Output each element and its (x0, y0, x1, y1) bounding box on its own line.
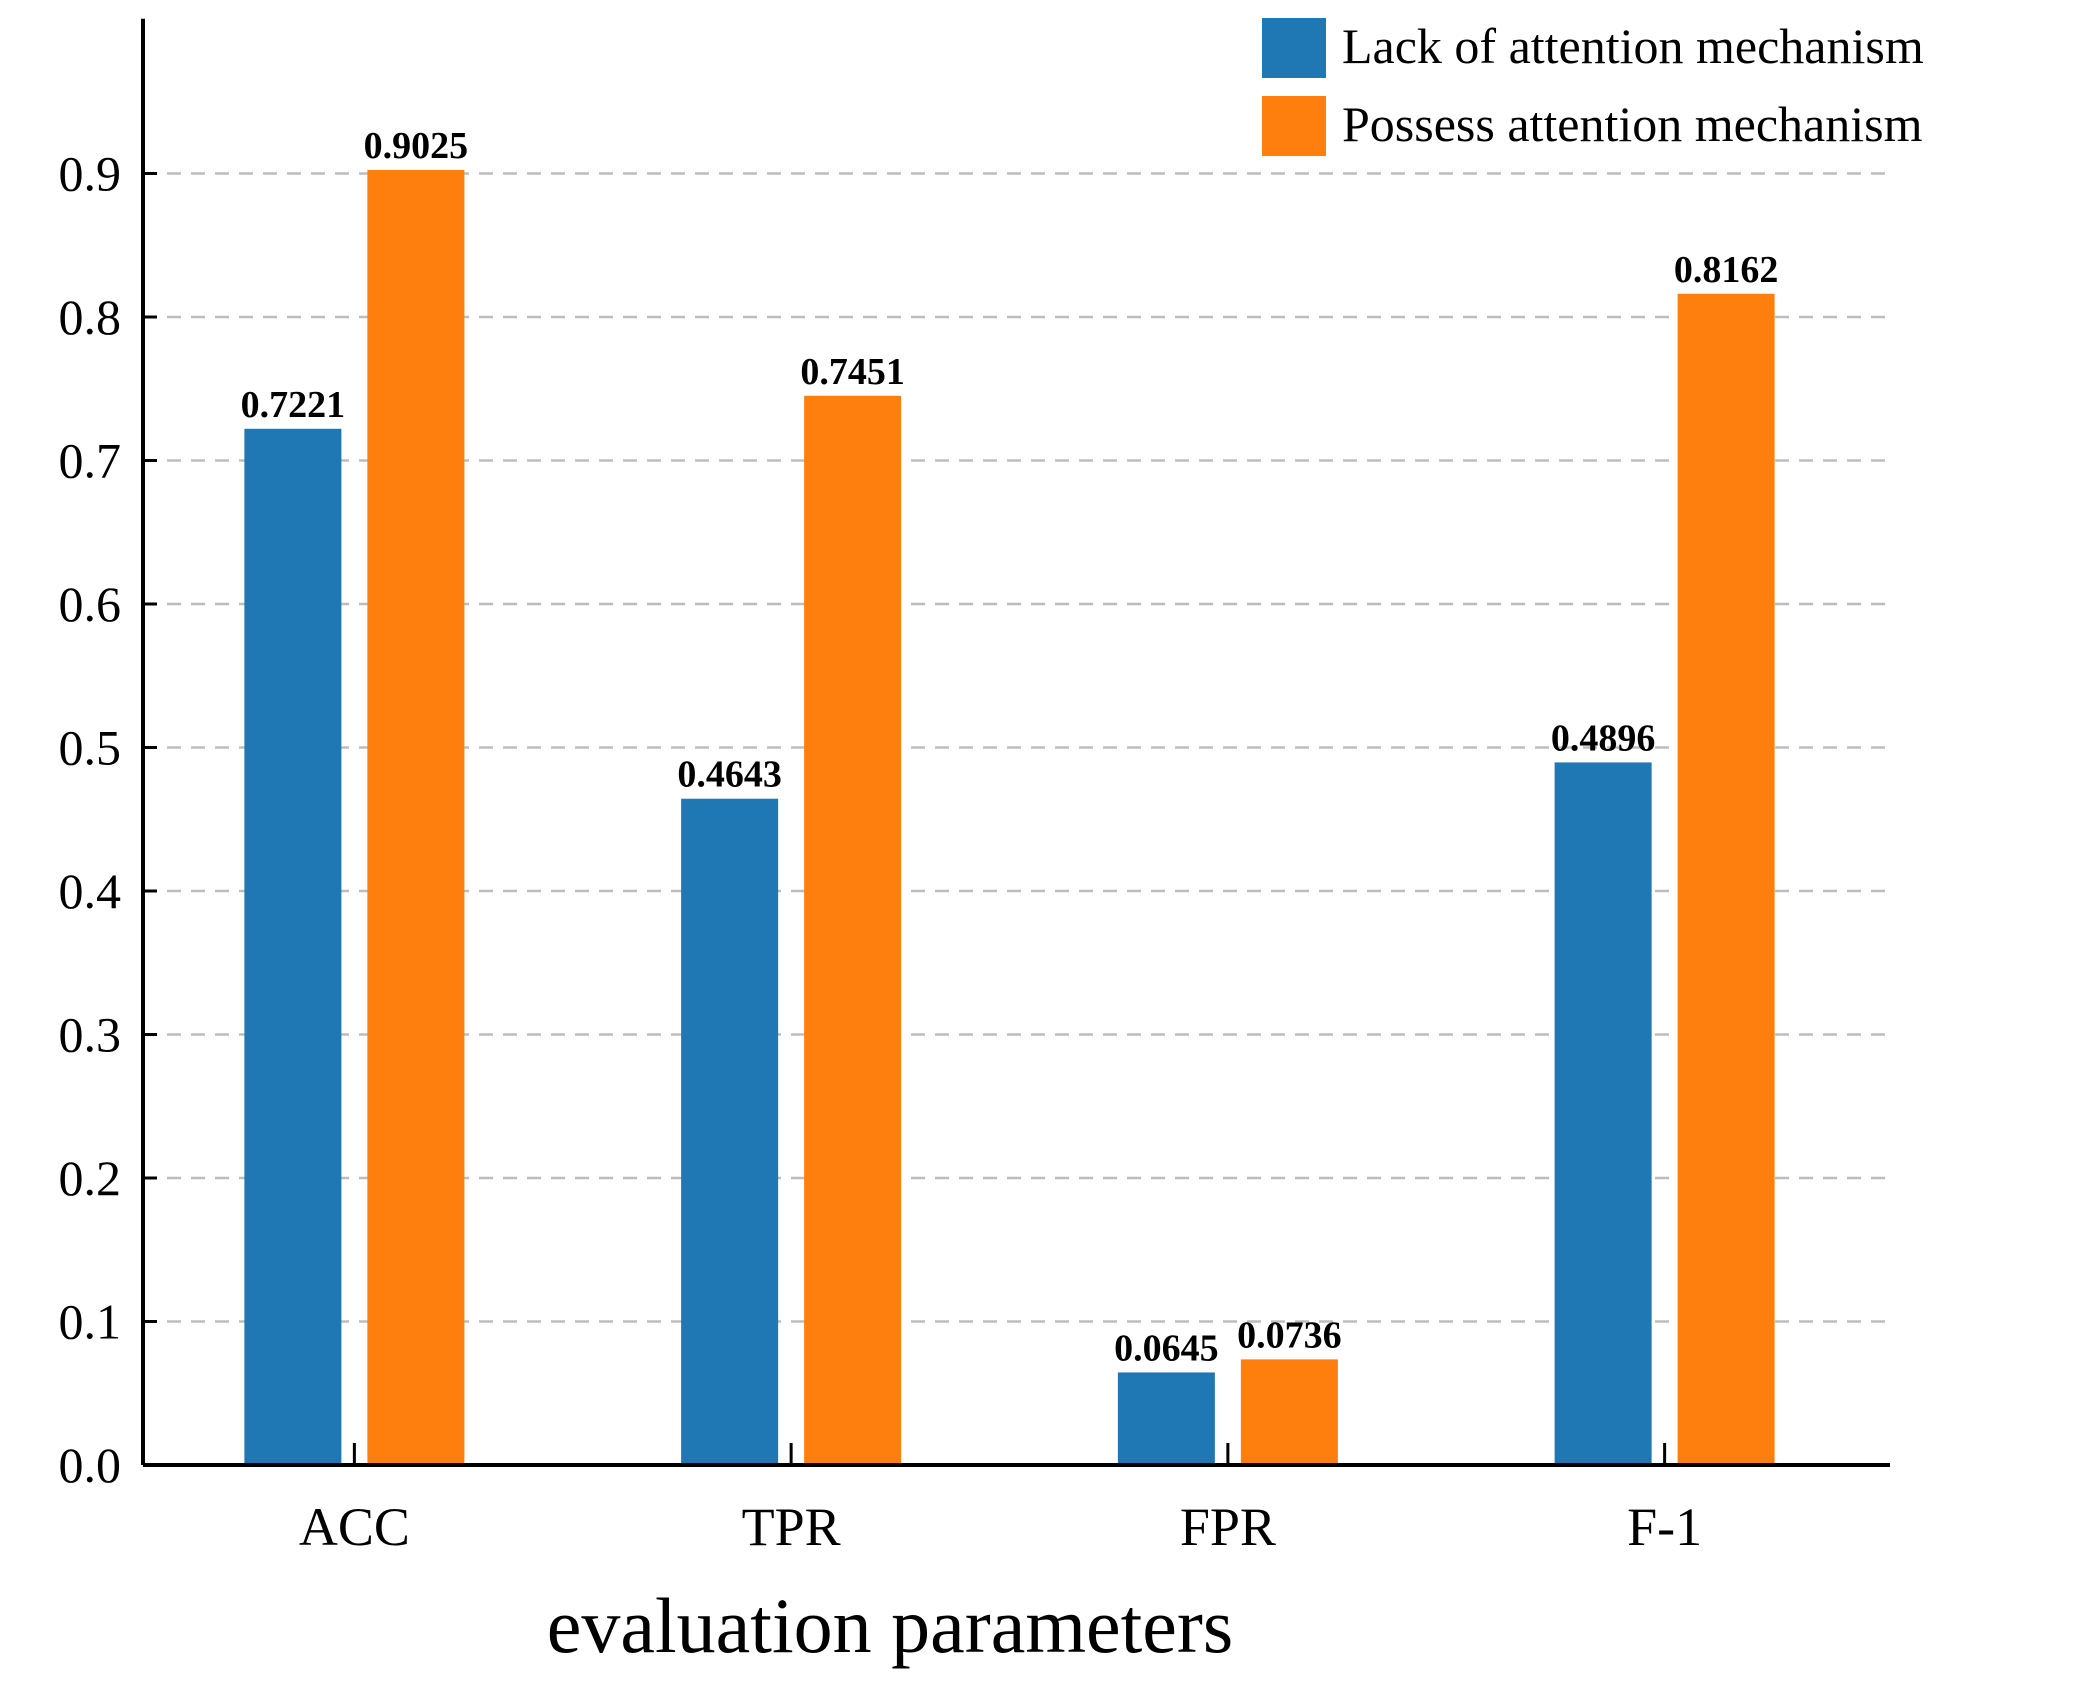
y-tick-label: 0.4 (59, 863, 122, 919)
y-tick-label: 0.8 (59, 289, 122, 345)
bar (1677, 293, 1775, 1466)
legend-swatch (1262, 18, 1326, 78)
axes: 0.0 0.1 0.2 0.3 0.4 0.5 0.6 0.7 0.8 0.9 ACC TPR FPR F… (59, 18, 1890, 1557)
data-label: 0.8162 (1674, 249, 1779, 291)
bars (244, 169, 1775, 1466)
y-tick-label: 0.6 (59, 576, 122, 632)
legend-label: Lack of attention mechanism (1342, 18, 1924, 74)
y-tick-label: 0.0 (59, 1437, 122, 1493)
data-labels: 0.7221 0.9025 0.4643 0.7451 0.0645 0.0736 0.48… (241, 125, 1779, 1370)
x-tick-label: FPR (1180, 1497, 1276, 1557)
data-label: 0.7451 (800, 351, 905, 393)
bar (681, 798, 779, 1465)
bar (1117, 1372, 1215, 1465)
x-tick-label: F-1 (1627, 1497, 1702, 1557)
y-tick-label: 0.7 (59, 433, 122, 489)
bar (244, 428, 342, 1465)
y-tick-label: 0.2 (59, 1150, 122, 1206)
data-label: 0.4896 (1551, 717, 1656, 759)
y-tick-label: 0.5 (59, 720, 122, 776)
data-label: 0.9025 (364, 125, 469, 167)
legend-label: Possess attention mechanism (1342, 96, 1923, 152)
legend: Lack of attention mechanism Possess atten… (1262, 18, 1924, 156)
y-tick-label: 0.3 (59, 1007, 122, 1063)
x-tick-label: ACC (299, 1497, 410, 1557)
legend-swatch (1262, 96, 1326, 156)
y-tick-label: 0.1 (59, 1294, 122, 1350)
bar (1240, 1359, 1338, 1465)
x-axis-title: evaluation parameters (547, 1582, 1234, 1669)
data-label: 0.7221 (241, 384, 346, 426)
y-tick-label: 0.9 (59, 146, 122, 202)
data-label: 0.0645 (1114, 1327, 1219, 1369)
bar (804, 395, 902, 1465)
data-label: 0.4643 (677, 754, 782, 796)
bar (367, 169, 465, 1466)
data-label: 0.0736 (1237, 1314, 1342, 1356)
x-tick-label: TPR (742, 1497, 841, 1557)
bar (1554, 762, 1652, 1465)
